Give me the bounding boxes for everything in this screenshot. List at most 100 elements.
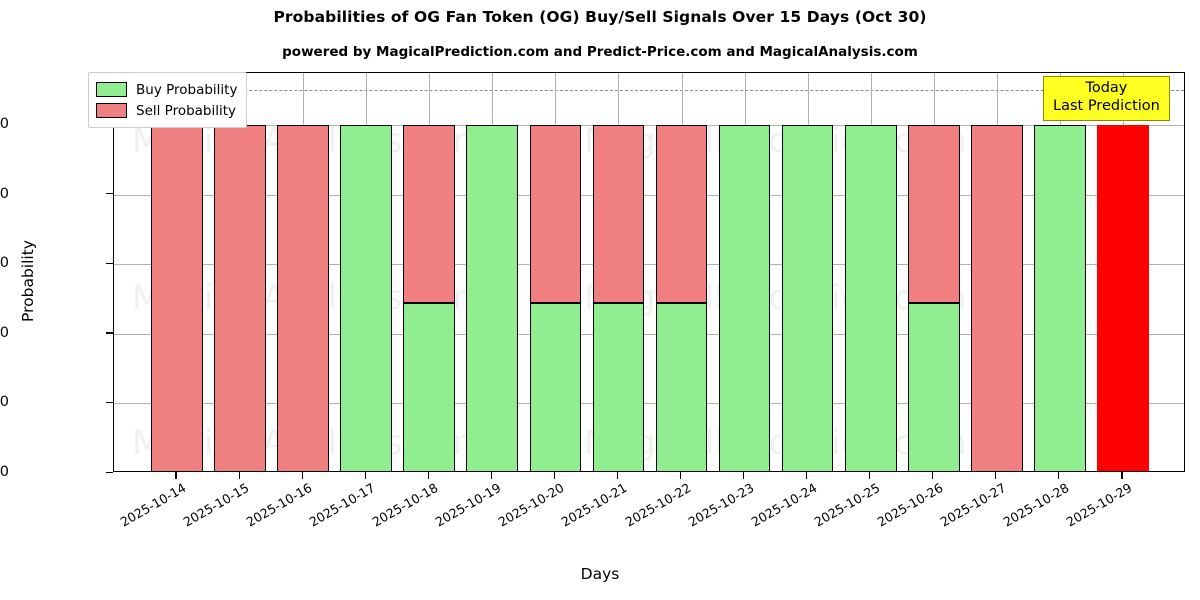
today-annotation: Today Last Prediction [1043, 76, 1170, 122]
bar-segment-buy [403, 302, 456, 471]
bar-2025-10-15[interactable] [214, 73, 266, 471]
today-annotation-line2: Last Prediction [1053, 97, 1160, 114]
y-tick-mark [106, 471, 113, 473]
x-tick-label: 2025-10-16 [243, 480, 315, 530]
x-tick-mark [995, 472, 997, 479]
bar-2025-10-29[interactable] [1097, 73, 1149, 471]
x-tick-mark [742, 472, 745, 479]
legend-label-buy: Buy Probability [136, 81, 238, 98]
y-tick-label: 20 [0, 394, 9, 411]
bar-2025-10-24[interactable] [781, 73, 834, 471]
bar-2025-10-23[interactable] [718, 73, 771, 471]
bar-2025-10-21[interactable] [592, 73, 645, 471]
bar-segment-sell [214, 125, 266, 471]
x-tick-label: 2025-10-24 [748, 480, 820, 530]
x-tick-label: 2025-10-21 [559, 480, 630, 530]
y-tick-mark [106, 401, 113, 404]
bar-segment-sell [592, 125, 645, 303]
y-gridline [114, 194, 1184, 196]
y-tick-mark [106, 262, 113, 264]
x-tick-mark [1121, 472, 1123, 479]
y-gridline [114, 333, 1184, 335]
bar-2025-10-14[interactable] [151, 73, 203, 471]
bar-2025-10-18[interactable] [403, 73, 456, 471]
x-tick-mark [616, 472, 619, 479]
x-tick-label: 2025-10-18 [369, 480, 441, 530]
bar-segment-sell [907, 125, 960, 303]
bar-segment-buy [655, 302, 708, 471]
bar-segment-buy [1034, 125, 1086, 471]
y-tick-label: 60 [0, 255, 9, 272]
x-tick-label: 2025-10-26 [874, 480, 946, 530]
x-axis-label: Days [580, 565, 620, 583]
y-tick-label: 0 [0, 464, 9, 480]
bar-2025-10-22[interactable] [655, 73, 708, 471]
x-tick-mark [806, 472, 808, 479]
y-gridline [114, 125, 1184, 127]
x-tick-mark [869, 472, 871, 479]
bar-segment-sell [151, 125, 203, 471]
bar-segment-sell [403, 125, 456, 303]
x-tick-label: 2025-10-20 [496, 480, 567, 530]
bar-segment-buy [592, 302, 645, 471]
bar-segment-buy [529, 302, 582, 471]
legend-swatch-sell-icon [96, 103, 127, 118]
y-gridline [114, 264, 1184, 266]
legend-swatch-buy-icon [96, 82, 127, 97]
bar-2025-10-28[interactable] [1034, 73, 1086, 471]
x-tick-mark [490, 472, 492, 479]
bar-segment-sell [655, 125, 708, 303]
bar-segment-buy [466, 125, 519, 471]
x-tick-label: 2025-10-27 [937, 480, 1009, 530]
bar-2025-10-16[interactable] [277, 73, 330, 471]
y-gridline-dashed [114, 90, 1184, 92]
y-tick-mark [106, 332, 113, 334]
today-annotation-line1: Today [1085, 80, 1128, 96]
legend-item-buy[interactable]: Buy Probability [96, 79, 237, 100]
x-tick-mark [427, 472, 429, 479]
bar-segment-buy [781, 125, 834, 471]
x-tick-mark [679, 472, 682, 479]
x-tick-mark [932, 472, 934, 479]
bar-2025-10-20[interactable] [529, 73, 582, 471]
bar-2025-10-26[interactable] [907, 73, 960, 471]
bar-segment-buy [844, 125, 897, 471]
x-tick-label: 2025-10-14 [117, 480, 189, 530]
y-gridline [114, 403, 1184, 405]
bar-segment-buy [340, 125, 393, 471]
bar-segment-sell [277, 125, 330, 471]
y-axis-label: Probability [19, 240, 37, 322]
y-tick-label: 80 [0, 185, 9, 202]
x-tick-label: 2025-10-22 [622, 480, 694, 530]
bar-segment-buy [907, 302, 960, 471]
legend-item-sell[interactable]: Sell Probability [96, 100, 237, 121]
y-tick-label: 100 [0, 116, 9, 133]
bar-segment-sell [970, 125, 1023, 471]
x-tick-mark [553, 472, 555, 479]
x-tick-mark [238, 472, 240, 479]
chart-title: Probabilities of OG Fan Token (OG) Buy/S… [273, 8, 927, 26]
plot-area: MagicalAnalysis.comMagicalAnalysis.comMa… [113, 72, 1185, 472]
y-tick-mark [106, 193, 113, 195]
bar-2025-10-27[interactable] [970, 73, 1023, 471]
bar-2025-10-19[interactable] [466, 73, 519, 471]
legend-label-sell: Sell Probability [136, 102, 237, 119]
x-tick-label: 2025-10-25 [811, 480, 883, 530]
chart-legend: Buy Probability Sell Probability [88, 72, 248, 128]
bar-2025-10-17[interactable] [340, 73, 393, 471]
plot-inner: MagicalAnalysis.comMagicalAnalysis.comMa… [114, 73, 1184, 471]
x-tick-mark [364, 472, 366, 479]
bar-segment-sell [529, 125, 582, 303]
y-tick-label: 40 [0, 324, 9, 341]
x-tick-mark [301, 472, 303, 479]
bar-segment-buy [718, 125, 771, 471]
x-tick-mark [175, 472, 177, 479]
x-tick-label: 2025-10-29 [1063, 480, 1135, 530]
x-tick-label: 2025-10-17 [306, 480, 378, 530]
x-tick-label: 2025-10-23 [685, 480, 757, 530]
bar-segment-today [1097, 125, 1149, 471]
bar-2025-10-25[interactable] [844, 73, 897, 471]
x-tick-mark [1058, 472, 1060, 479]
x-tick-label: 2025-10-19 [432, 480, 504, 530]
